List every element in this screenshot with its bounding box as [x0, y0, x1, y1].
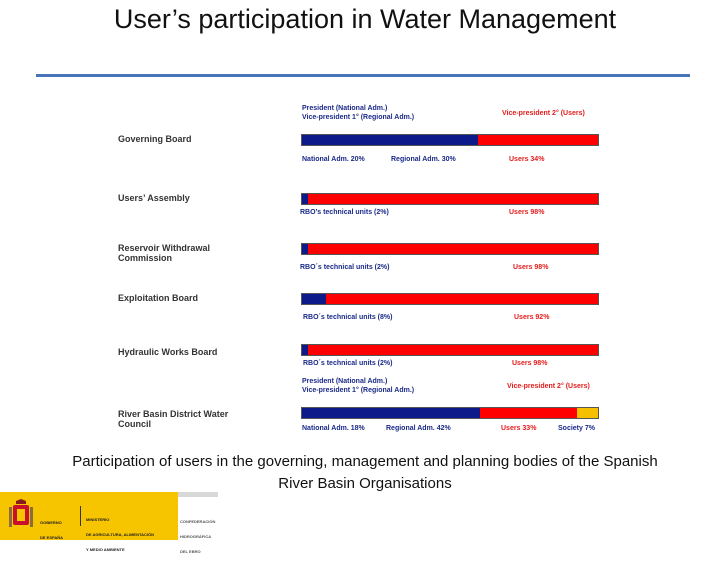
- gobierno-line-1: GOBIERNO: [40, 520, 62, 525]
- logo-grey-rule: [178, 492, 218, 497]
- confederacion-text: CONFEDERACIÓN HIDROGRÁFICA DEL EBRO: [180, 509, 215, 559]
- bar-segment: [307, 244, 598, 254]
- bar-segment: [577, 408, 598, 418]
- bar-segment: [302, 135, 373, 145]
- category-label: River Basin District Water Council: [118, 409, 229, 429]
- stacked-bar: [301, 344, 599, 356]
- gobierno-line-2: DE ESPAÑA: [40, 535, 64, 540]
- government-logo-banner: GOBIERNO DE ESPAÑA MINISTERIO DE AGRICUL…: [0, 492, 178, 552]
- bar-segment: [302, 194, 308, 204]
- ministerio-line-3: Y MEDIO AMBIENTE: [86, 547, 125, 552]
- bar-segment: [325, 294, 598, 304]
- segment-label: RBO´s technical units (2%): [300, 264, 390, 271]
- officer-annotation-left: President (National Adm.) Vice-president…: [302, 105, 415, 121]
- officer-annotation-left: President (National Adm.) Vice-president…: [302, 378, 415, 394]
- bar-segment: [302, 345, 308, 355]
- segment-label: Users 98%: [513, 264, 549, 271]
- segment-label: Users 33%: [501, 425, 537, 432]
- stacked-bar: [301, 407, 599, 419]
- stacked-bar: [301, 243, 599, 255]
- segment-label: RBO´s technical units (8%): [303, 314, 393, 321]
- coat-of-arms-icon: [9, 499, 33, 527]
- segment-label: Regional Adm. 42%: [386, 425, 451, 432]
- bar-segment: [307, 194, 598, 204]
- ministerio-line-1: MINISTERIO: [86, 517, 110, 522]
- confederacion-line-2: HIDROGRÁFICA: [180, 534, 212, 539]
- category-label: Exploitation Board: [118, 293, 199, 303]
- segment-label: Users 98%: [509, 209, 545, 216]
- segment-label: Users 34%: [509, 156, 545, 163]
- bar-segment: [355, 408, 480, 418]
- segment-label: Users 98%: [512, 360, 548, 367]
- segment-label: RBO´s technical units (2%): [303, 360, 393, 367]
- officer-annotation-right: Vice-president 2° (Users): [502, 110, 585, 117]
- stacked-bar: [301, 134, 599, 146]
- chart-caption: Participation of users in the governing,…: [72, 453, 658, 492]
- confederacion-line-3: DEL EBRO: [180, 549, 201, 554]
- gobierno-text: GOBIERNO DE ESPAÑA: [40, 510, 63, 550]
- stacked-bar: [301, 193, 599, 205]
- title-underline: [36, 74, 690, 77]
- bar-segment: [372, 135, 479, 145]
- ministerio-line-2: DE AGRICULTURA, ALIMENTACIÓN: [86, 532, 154, 537]
- bar-segment: [302, 408, 356, 418]
- bar-segment: [478, 135, 598, 145]
- category-label: Governing Board: [118, 134, 192, 144]
- category-label: Reservoir Withdrawal Commission: [118, 243, 210, 263]
- bar-segment: [302, 244, 308, 254]
- segment-label: National Adm. 18%: [302, 425, 365, 432]
- confederacion-line-1: CONFEDERACIÓN: [180, 519, 216, 524]
- ministerio-text: MINISTERIO DE AGRICULTURA, ALIMENTACIÓN …: [86, 507, 154, 562]
- segment-label: RBO’s technical units (2%): [300, 209, 389, 216]
- segment-label: Users 92%: [514, 314, 550, 321]
- logo-divider: [80, 506, 81, 526]
- bar-segment: [307, 345, 598, 355]
- segment-label: Regional Adm. 30%: [391, 156, 456, 163]
- stacked-bar: [301, 293, 599, 305]
- category-label: Hydraulic Works Board: [118, 347, 218, 357]
- segment-label: National Adm. 20%: [302, 156, 365, 163]
- slide-title: User’s participation in Water Management: [113, 4, 617, 34]
- bar-segment: [479, 408, 578, 418]
- category-label: Users’ Assembly: [118, 193, 190, 203]
- officer-annotation-right: Vice-president 2° (Users): [507, 383, 590, 390]
- segment-label: Society 7%: [558, 425, 595, 432]
- bar-segment: [302, 294, 326, 304]
